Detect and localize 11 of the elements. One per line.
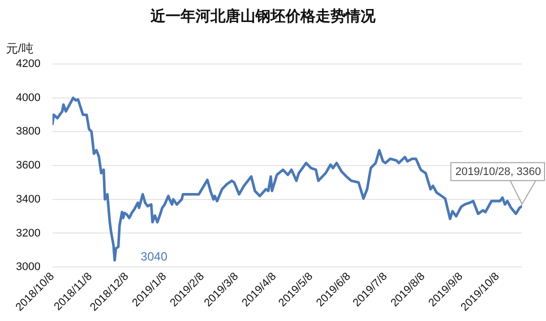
y-tick-label: 3400 bbox=[16, 193, 40, 206]
y-axis-title: 元/吨 bbox=[6, 41, 34, 56]
annotation: 3040 bbox=[140, 250, 168, 264]
y-tick-label: 4200 bbox=[16, 58, 40, 70]
y-tick-label: 3200 bbox=[16, 227, 40, 240]
y-tick-label: 3000 bbox=[16, 261, 40, 274]
y-tick-label: 3600 bbox=[16, 160, 40, 172]
annotation: 2019/10/28, 3360 bbox=[455, 166, 542, 178]
y-tick-label: 3800 bbox=[16, 126, 40, 138]
chart-title: 近一年河北唐山钢坯价格走势情况 bbox=[150, 7, 376, 26]
y-tick-label: 4000 bbox=[16, 92, 40, 104]
